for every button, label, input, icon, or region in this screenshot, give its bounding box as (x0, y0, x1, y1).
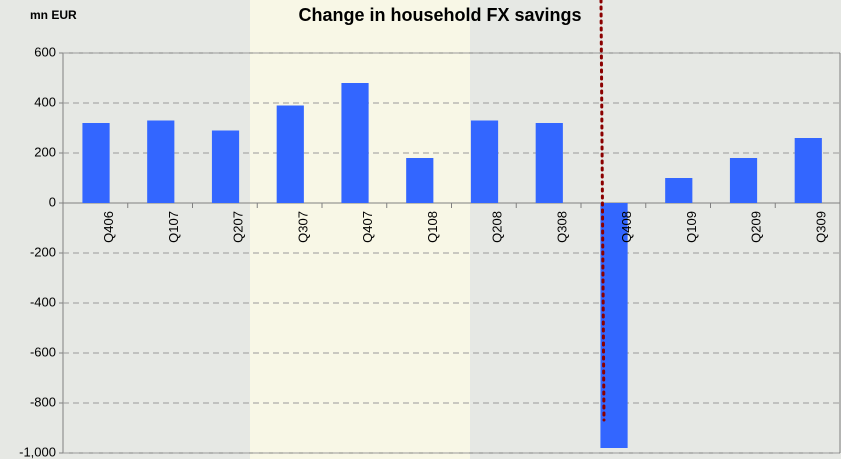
x-tick-label: Q209 (749, 211, 764, 243)
x-tick-label: Q307 (295, 211, 310, 243)
bar (406, 158, 434, 203)
bar (470, 120, 499, 203)
y-tick-label: -1,000 (19, 444, 56, 459)
bar (341, 83, 369, 203)
x-tick-label: Q108 (425, 211, 440, 243)
x-tick-label: Q109 (684, 211, 699, 243)
bar (211, 130, 240, 203)
event-marker (599, 0, 606, 422)
y-tick-label: -800 (30, 394, 56, 409)
x-tick-label: Q208 (490, 211, 505, 243)
bar (729, 158, 758, 203)
x-tick-label: Q107 (166, 211, 181, 243)
y-tick-label: 0 (49, 194, 56, 209)
y-tick-label: 600 (34, 44, 56, 59)
y-axis-label: mn EUR (30, 8, 77, 22)
bar (82, 123, 110, 203)
highlight-band (250, 0, 470, 459)
y-tick-label: -200 (30, 244, 56, 259)
x-tick-label: Q308 (554, 211, 569, 243)
bar (535, 123, 563, 203)
bar (665, 178, 693, 203)
y-tick-label: 200 (34, 144, 56, 159)
bar (276, 105, 304, 203)
bar (147, 120, 175, 203)
x-tick-label: Q406 (101, 211, 116, 243)
x-tick-label: Q207 (231, 211, 246, 243)
x-tick-label: Q408 (619, 211, 634, 243)
chart-title: Change in household FX savings (298, 5, 581, 25)
x-tick-label: Q407 (360, 211, 375, 243)
y-tick-label: -600 (30, 344, 56, 359)
x-tick-label: Q309 (813, 211, 828, 243)
y-tick-label: 400 (34, 94, 56, 109)
y-tick-label: -400 (30, 294, 56, 309)
bar (794, 138, 822, 203)
